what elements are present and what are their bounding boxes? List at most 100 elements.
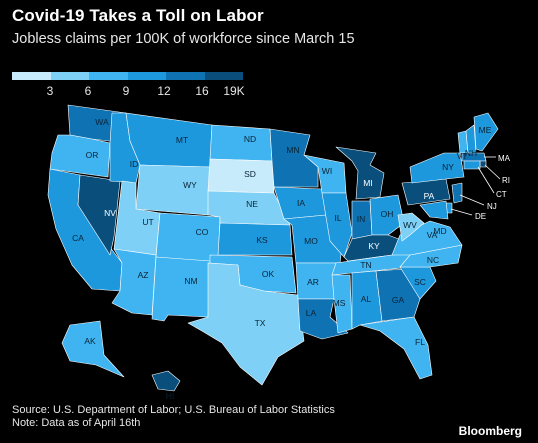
state-label-oh: OH (381, 209, 394, 219)
date-note: Note: Data as of April 16th (12, 417, 141, 429)
legend-swatch-6 (204, 72, 243, 80)
legend: 3 6 9 12 16 19K (12, 72, 245, 102)
state-label-hi: HI (166, 391, 175, 400)
state-fl (359, 316, 433, 380)
state-label-ca: CA (72, 233, 84, 243)
state-md (419, 200, 449, 220)
state-label-ok: OK (262, 269, 275, 279)
state-mt (125, 112, 213, 168)
state-label-layer: WA OR CA ID NV MT WY UT AZ CO NM ND SD N… (72, 117, 492, 400)
state-nj (451, 182, 463, 204)
state-ct (463, 160, 481, 170)
callout-label-nj: NJ (487, 202, 497, 211)
state-al (351, 270, 383, 330)
legend-swatch-3 (89, 72, 128, 80)
state-oh (369, 194, 405, 236)
state-mn (269, 128, 319, 188)
state-label-mo: MO (304, 236, 318, 246)
callout-label-ct: CT (496, 190, 507, 199)
state-label-mt: MT (176, 135, 188, 145)
state-label-va: VA (427, 230, 438, 240)
callout-label-ri: RI (502, 176, 510, 185)
state-layer (47, 104, 499, 392)
legend-swatch-5 (166, 72, 205, 80)
state-label-ny: NY (442, 162, 454, 172)
state-ri (479, 160, 487, 168)
state-label-ia: IA (297, 198, 305, 208)
legend-swatch-2 (50, 72, 89, 80)
state-label-mi: MI (363, 178, 372, 188)
legend-tick-12: 12 (157, 84, 171, 98)
state-label-ut: UT (142, 217, 153, 227)
state-label-mn: MN (286, 145, 299, 155)
state-va (391, 220, 463, 256)
legend-tick-3: 3 (46, 84, 54, 98)
state-label-md: MD (433, 226, 446, 236)
state-label-ar: AR (307, 277, 319, 287)
state-label-pa: PA (424, 191, 435, 201)
state-label-id: ID (130, 159, 139, 169)
state-label-nh: NH (465, 148, 477, 158)
map-title: Covid-19 Takes a Toll on Labor (12, 6, 264, 25)
legend-ticks: 3 6 9 12 16 19K (12, 80, 245, 98)
legend-swatch-1 (12, 72, 51, 80)
state-label-al: AL (361, 294, 372, 304)
state-ms (331, 274, 353, 334)
state-label-nm: NM (184, 276, 197, 286)
state-label-fl: FL (415, 337, 425, 347)
legend-tick-9: 9 (122, 84, 130, 98)
state-tx (187, 262, 305, 386)
state-label-nc: NC (427, 255, 439, 265)
state-label-sc: SC (414, 277, 426, 287)
state-mi (335, 146, 385, 200)
state-label-nd: ND (244, 134, 256, 144)
state-label-ks: KS (256, 235, 268, 245)
state-wv (397, 212, 425, 242)
state-label-ms: MS (333, 298, 346, 308)
legend-tick-6: 6 (84, 84, 92, 98)
state-ga (375, 268, 421, 322)
northeast-callouts: MA RI CT NJ DE (450, 154, 511, 221)
state-label-il: IL (334, 213, 341, 223)
state-label-wa: WA (95, 117, 109, 127)
state-label-vt: VT (457, 151, 468, 161)
callout-label-de: DE (475, 212, 486, 221)
state-label-wy: WY (183, 180, 197, 190)
callout-label-ma: MA (498, 154, 511, 163)
state-label-ak: AK (84, 336, 96, 346)
state-label-la: LA (306, 308, 317, 318)
map-subtitle: Jobless claims per 100K of workforce sin… (12, 31, 355, 47)
state-nd (209, 124, 273, 162)
state-nm (151, 256, 211, 322)
state-label-ne: NE (246, 199, 258, 209)
legend-tick-16: 16 (195, 84, 209, 98)
state-hi (151, 370, 181, 392)
state-label-co: CO (196, 227, 209, 237)
legend-tick-19k: 19K (223, 84, 245, 98)
legend-color-bar (12, 72, 243, 80)
state-label-tn: TN (360, 260, 371, 270)
state-label-sd: SD (244, 169, 256, 179)
state-label-or: OR (86, 150, 99, 160)
state-or (49, 134, 111, 178)
state-label-wi: WI (322, 166, 332, 176)
us-states-map: WA OR CA ID NV MT WY UT AZ CO NM ND SD N… (47, 104, 511, 400)
bloomberg-logo: Bloomberg (458, 424, 522, 438)
state-label-tx: TX (255, 318, 266, 328)
state-label-wv: WV (403, 220, 417, 230)
state-label-in: IN (357, 214, 366, 224)
state-label-nv: NV (104, 208, 116, 218)
source-note: Source: U.S. Department of Labor; U.S. B… (12, 404, 335, 416)
footer-notes: Source: U.S. Department of Labor; U.S. B… (12, 404, 335, 430)
legend-swatch-4 (127, 72, 166, 80)
state-label-ky: KY (368, 241, 380, 251)
state-me (473, 112, 499, 152)
state-ks (217, 222, 293, 256)
state-label-me: ME (479, 125, 492, 135)
state-ak (61, 320, 125, 378)
state-label-az: AZ (138, 270, 149, 280)
state-label-ga: GA (392, 295, 405, 305)
state-sd (207, 158, 275, 194)
state-ny (409, 152, 465, 184)
state-wy (135, 164, 211, 216)
